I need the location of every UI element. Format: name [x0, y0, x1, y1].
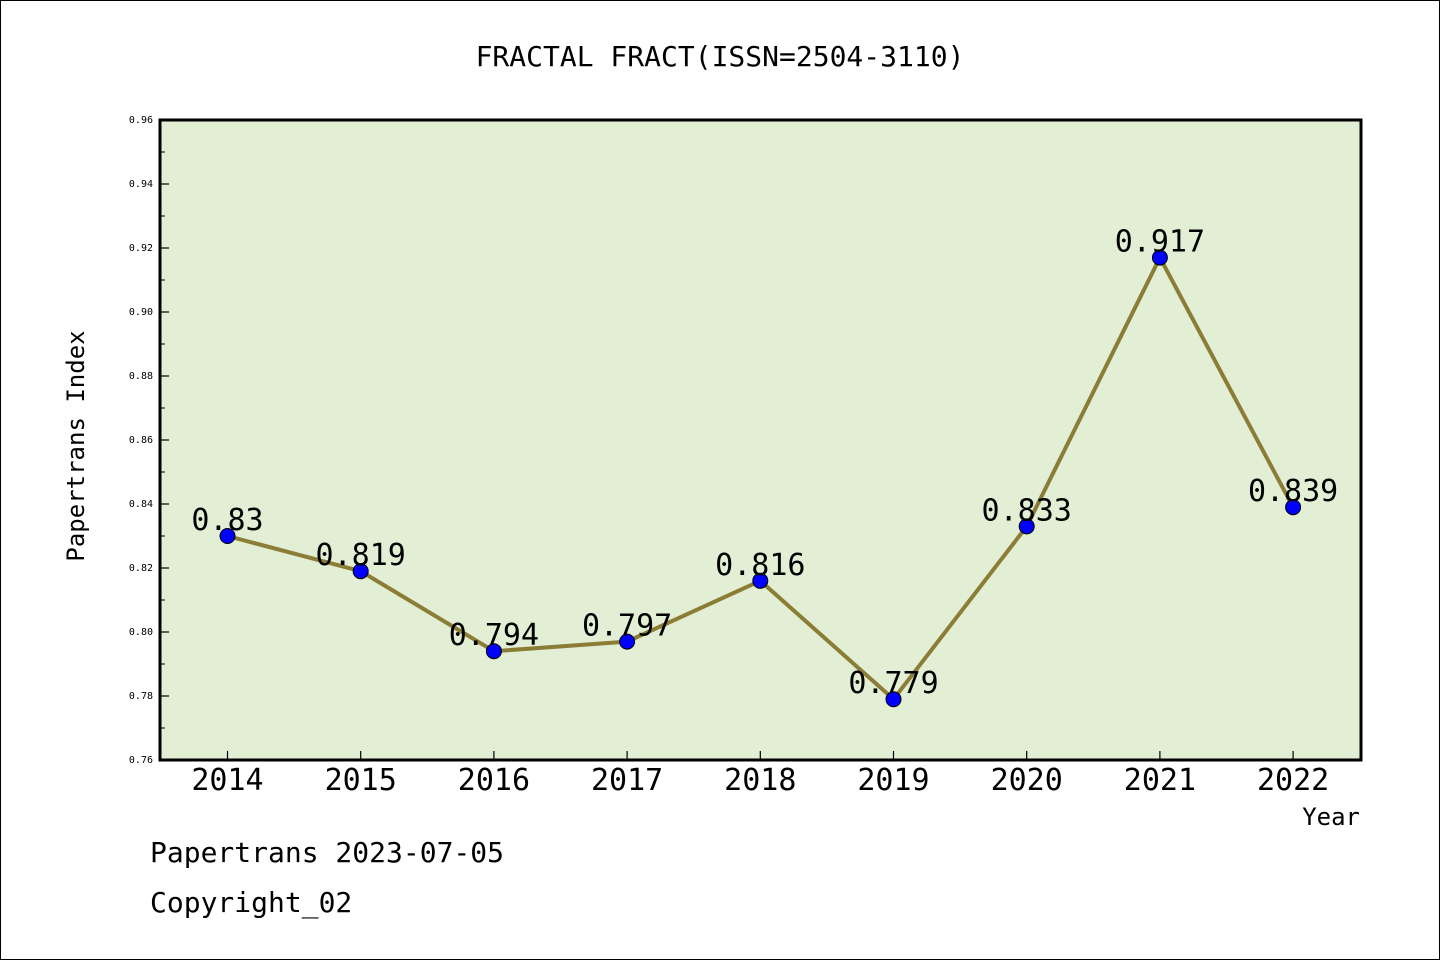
footer-date: Papertrans 2023-07-05: [150, 836, 505, 869]
y-tick-label: 0.96: [129, 115, 153, 126]
data-label: 0.83: [191, 503, 263, 538]
y-tick-label: 0.84: [129, 499, 153, 510]
x-tick-label: 2022: [1257, 763, 1329, 798]
data-point: [1151, 249, 1168, 266]
data-point: [485, 643, 502, 660]
chart-title: FRACTAL FRACT(ISSN=2504-3110): [476, 40, 965, 73]
plot-area: [158, 118, 1363, 762]
data-label: 0.833: [982, 493, 1072, 528]
y-tick-label: 0.88: [129, 371, 153, 382]
y-tick-label: 0.92: [129, 243, 153, 254]
x-tick-label: 2021: [1124, 763, 1196, 798]
data-point: [619, 633, 636, 650]
data-point: [352, 563, 369, 580]
y-tick-label: 0.76: [129, 755, 153, 766]
x-tick-label: 2017: [591, 763, 663, 798]
y-tick-label: 0.82: [129, 563, 153, 574]
data-point: [885, 691, 902, 708]
data-label: 0.917: [1115, 225, 1205, 260]
x-tick-label: 2018: [724, 763, 796, 798]
data-point: [1285, 499, 1302, 516]
x-tick-label: 2019: [857, 763, 929, 798]
y-tick-label: 0.80: [129, 627, 153, 638]
data-point: [752, 572, 769, 589]
x-tick-label: 2020: [991, 763, 1063, 798]
x-tick-label: 2016: [458, 763, 530, 798]
data-label: 0.794: [449, 618, 539, 653]
x-tick-label: 2015: [325, 763, 397, 798]
y-tick-label: 0.90: [129, 307, 153, 318]
data-label: 0.779: [848, 666, 938, 701]
y-tick-label: 0.94: [129, 179, 153, 190]
y-axis: 0.76 0.78 0.80 0.82 0.84 0.86 0.88 0.90 0.92 0.94…: [129, 115, 169, 766]
y-tick-label: 0.86: [129, 435, 153, 446]
data-label: 0.819: [316, 538, 406, 573]
x-axis: 2014 2015 2016 2017 2018 2019 2020 2021 2022: [191, 751, 1329, 798]
data-label: 0.839: [1248, 474, 1338, 509]
data-point: [219, 528, 236, 544]
series-group: 0.83 0.819 0.794 0.797 0.816 0.779 0.833 0.917 0…: [191, 225, 1338, 708]
x-axis-label: Year: [1302, 803, 1360, 831]
x-tick-label: 2014: [191, 763, 263, 798]
y-axis-label: Papertrans Index: [62, 330, 90, 561]
data-label: 0.797: [582, 609, 672, 644]
y-tick-label: 0.78: [129, 691, 153, 702]
footer-copyright: Copyright_02: [150, 886, 353, 919]
data-label: 0.816: [715, 548, 805, 583]
data-point: [1018, 518, 1035, 535]
